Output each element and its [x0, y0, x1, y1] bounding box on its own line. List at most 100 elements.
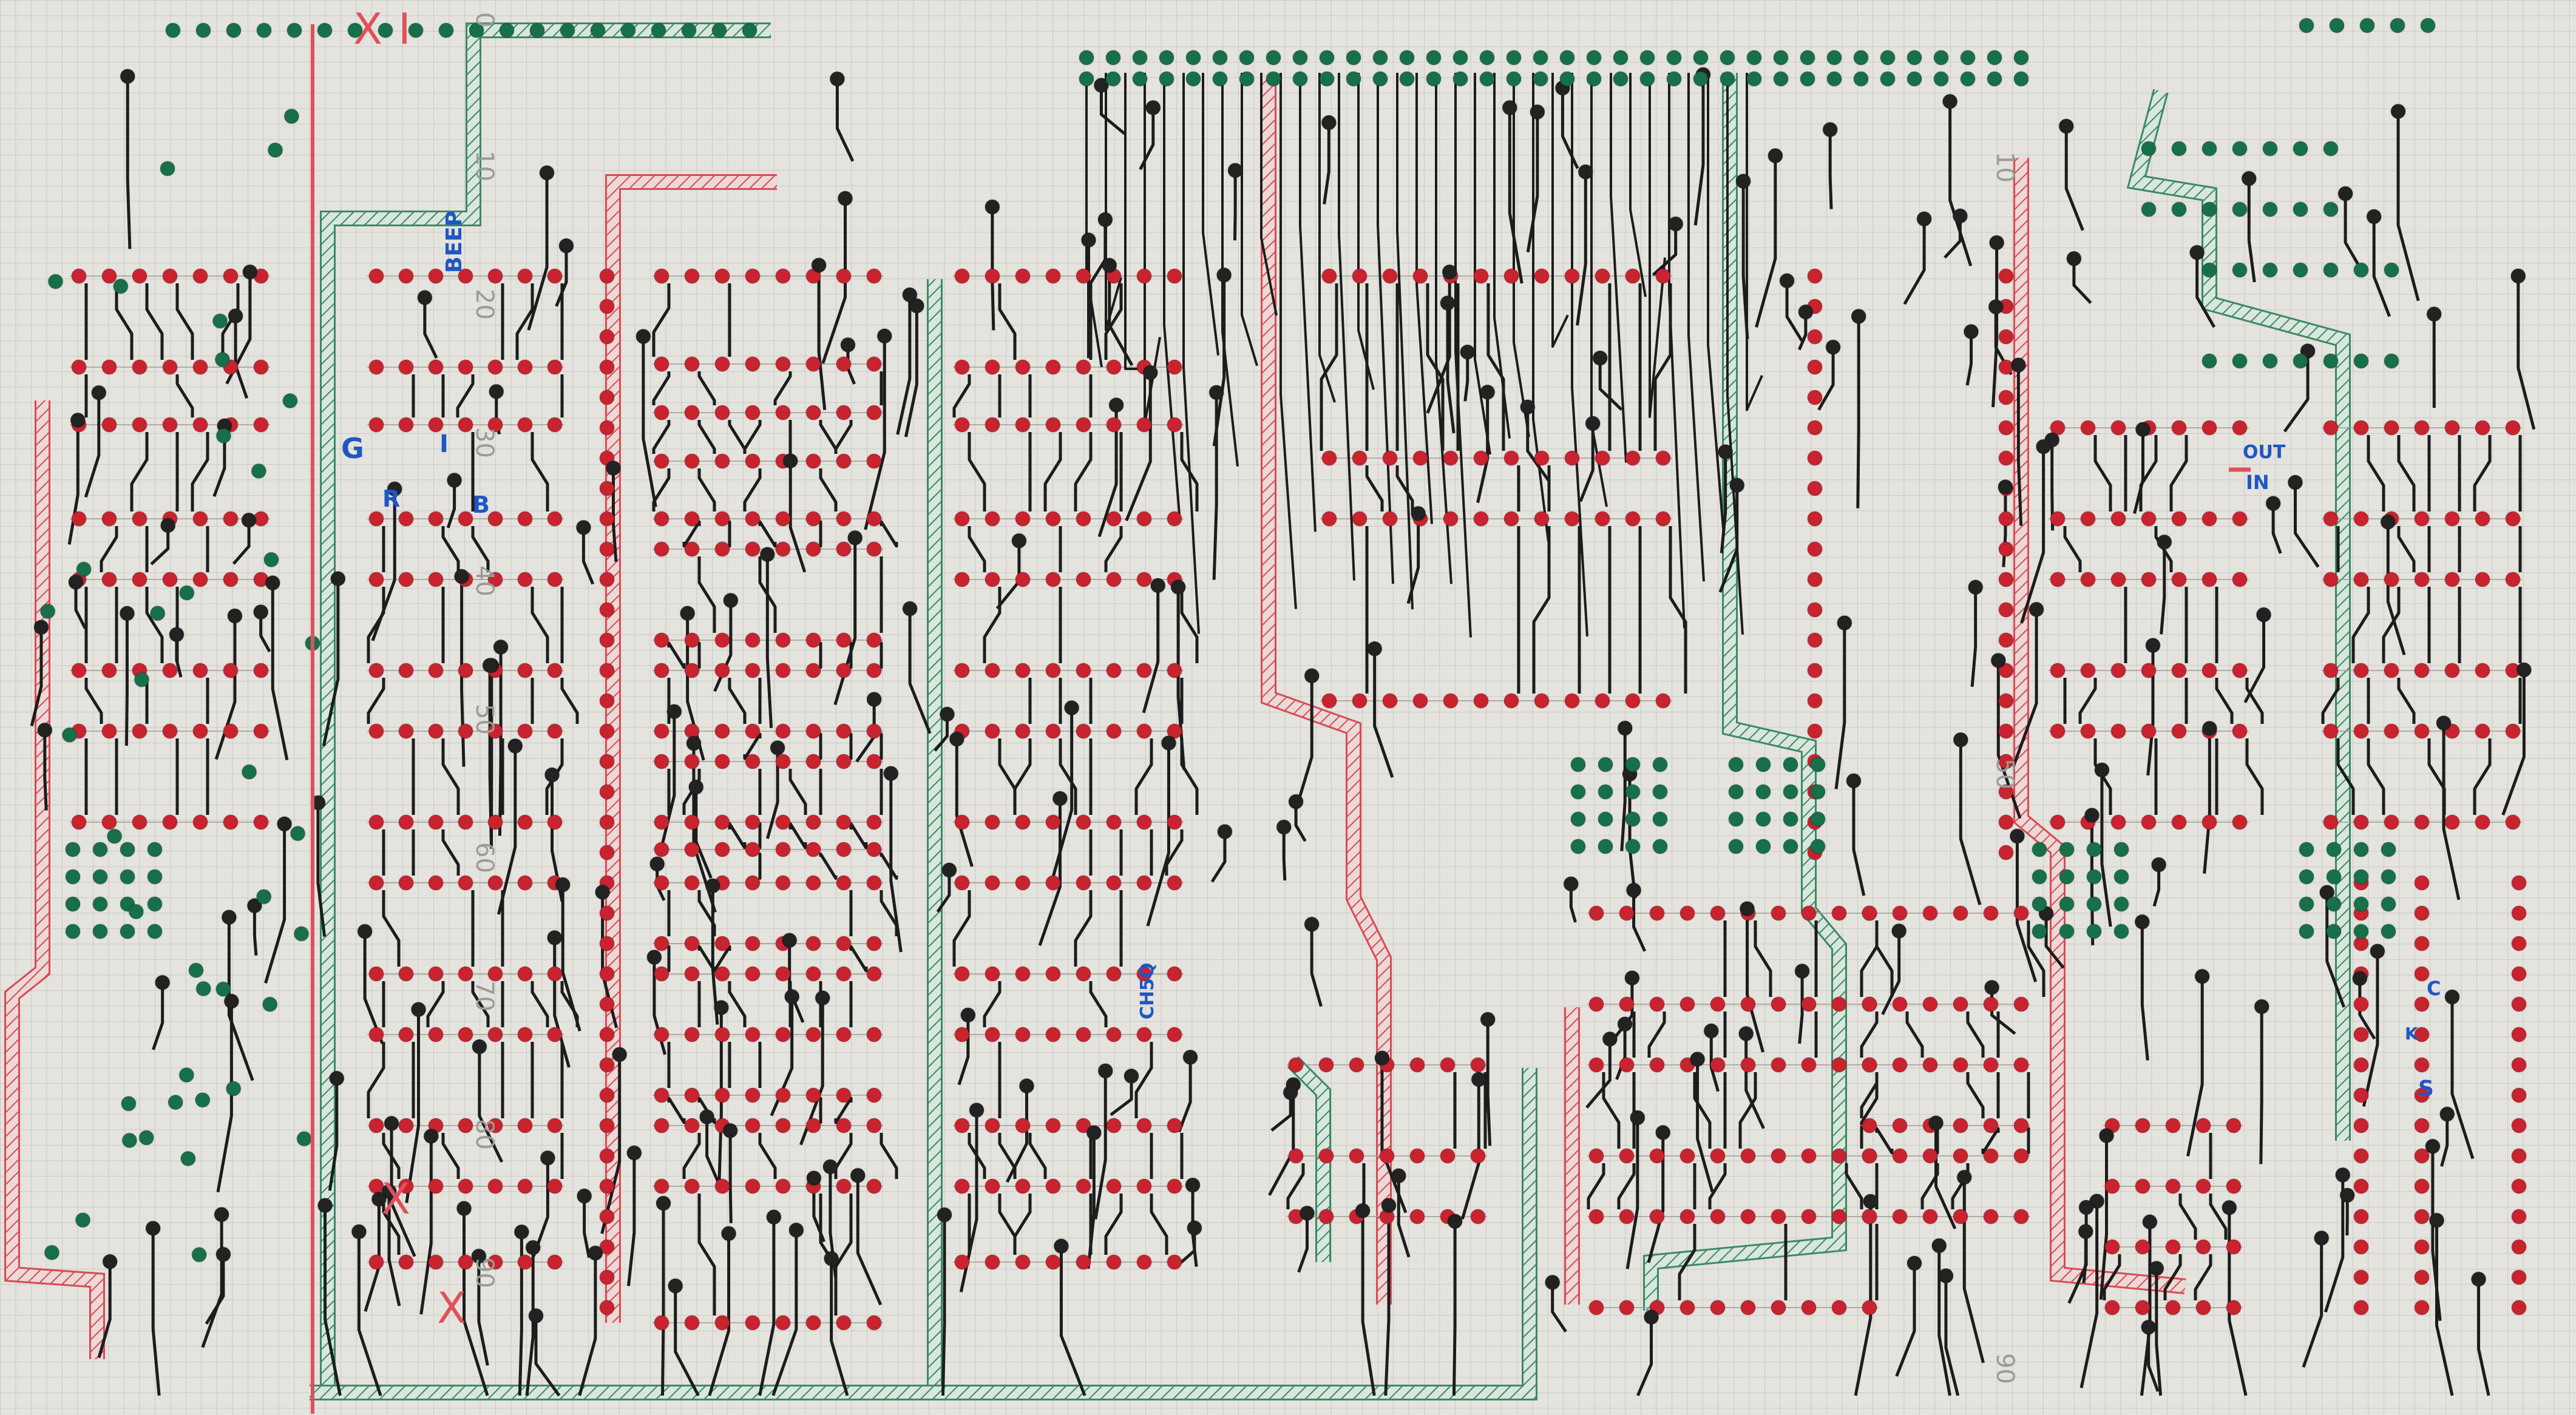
trace — [1569, 883, 1577, 923]
ic-pad — [985, 1118, 1000, 1133]
trace — [2336, 738, 2355, 815]
trace — [322, 578, 340, 747]
connector-pad — [1559, 50, 1575, 66]
ic-pad — [1167, 1027, 1182, 1042]
green-pad — [2353, 869, 2369, 885]
ic-pad — [2505, 814, 2521, 830]
via — [1502, 100, 1518, 116]
green-pad — [168, 1094, 184, 1110]
ic-pad — [684, 356, 700, 372]
ic-pad — [985, 663, 1000, 678]
ic-pad — [223, 723, 239, 739]
trace — [2015, 836, 2038, 982]
via — [1953, 732, 1969, 748]
via — [1086, 1124, 1102, 1141]
via — [384, 1115, 400, 1132]
green-pad — [2086, 869, 2102, 885]
label-out: OUT — [2243, 442, 2286, 463]
trace — [758, 1133, 777, 1179]
trace — [581, 527, 595, 585]
connector-pad — [1800, 71, 1815, 87]
connector-pad — [529, 22, 545, 38]
green-pad — [1570, 784, 1586, 800]
trace — [1043, 432, 1062, 512]
via — [2444, 989, 2460, 1005]
ic-pad — [954, 1254, 970, 1270]
ic-pad — [132, 814, 147, 830]
connector-pad — [1159, 71, 1174, 87]
via — [2334, 1167, 2351, 1183]
bus-trace — [1493, 73, 1511, 439]
ic-pad — [1136, 875, 1152, 891]
green-pad — [2381, 869, 2396, 885]
ic-pad — [836, 966, 852, 982]
ic-pad — [2080, 572, 2096, 587]
label-ch5q: CH5Q — [1137, 962, 1158, 1019]
trace — [1966, 1011, 1985, 1058]
green-pad — [2059, 896, 2075, 912]
via — [507, 738, 523, 754]
via — [635, 328, 651, 345]
ic-pad — [805, 1087, 821, 1103]
connector-pad — [1666, 71, 1682, 87]
ic-pad — [1983, 1057, 1999, 1073]
via — [1304, 916, 1320, 933]
ic-pad — [954, 966, 970, 982]
column-pad — [599, 541, 615, 557]
trace — [1142, 585, 1160, 714]
trace — [1696, 1059, 1714, 1193]
via — [1738, 1025, 1754, 1042]
power-rails — [4, 22, 2351, 1400]
ic-pad — [775, 405, 791, 420]
trace — [743, 732, 762, 760]
connector-pad — [1292, 50, 1308, 66]
via — [1629, 1110, 1646, 1126]
via — [1185, 1177, 1201, 1194]
ic-pad — [2104, 1239, 2120, 1255]
ic-pad — [836, 356, 852, 372]
ic-pad — [1136, 572, 1152, 587]
via — [253, 604, 269, 620]
ic-pad — [805, 453, 821, 469]
ic-pad — [745, 1087, 761, 1103]
ic-pad — [866, 1087, 882, 1103]
ic-pad — [684, 966, 700, 982]
trace — [471, 526, 490, 572]
ic-pad — [2195, 1178, 2211, 1194]
via — [667, 1278, 683, 1294]
connector-pad — [1933, 50, 1949, 66]
trace — [2245, 678, 2264, 724]
ic-pad — [1710, 1148, 1726, 1164]
ic-pad — [428, 663, 444, 678]
label-i: I — [439, 430, 449, 458]
ic-pad — [1076, 814, 1091, 830]
ic-pad — [1801, 905, 1817, 921]
green-pad — [1783, 757, 1798, 772]
column-pad — [1807, 723, 1823, 739]
trace — [2477, 1279, 2490, 1396]
ic-pad — [487, 1178, 503, 1194]
ic-pad — [517, 663, 533, 678]
trace — [2100, 769, 2112, 927]
green-pad — [2299, 842, 2314, 857]
via — [1227, 162, 1244, 178]
via — [1891, 923, 1907, 939]
green-pad — [92, 924, 108, 939]
trace — [697, 371, 716, 405]
via — [215, 1246, 231, 1263]
trace — [1934, 1123, 1957, 1230]
ic-pad — [2050, 663, 2066, 678]
ic-pad — [1740, 1148, 1756, 1164]
ic-pad — [684, 541, 700, 557]
green-pad — [1783, 839, 1798, 854]
trace — [2044, 913, 2065, 969]
ic-pad — [368, 663, 384, 678]
ic-pad — [2141, 814, 2157, 830]
ic-pad — [368, 1027, 384, 1042]
ic-pad — [547, 417, 563, 433]
connector-pad — [1185, 50, 1201, 66]
trace — [1587, 1163, 1605, 1209]
trace — [1361, 1211, 1376, 1396]
ic-pad — [192, 268, 208, 284]
ic-pad — [1106, 966, 1122, 982]
